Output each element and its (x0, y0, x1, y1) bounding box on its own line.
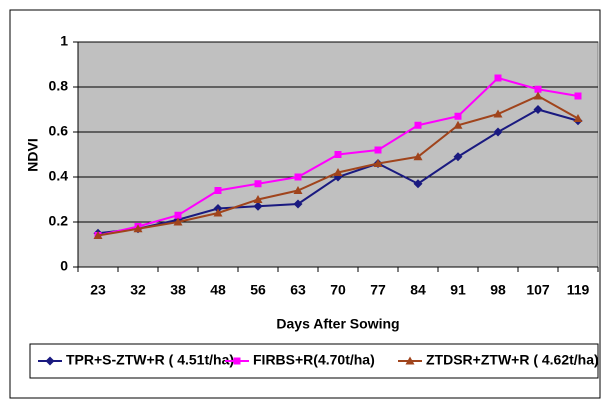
marker (254, 180, 262, 188)
marker (334, 151, 342, 158)
y-tick-label: 0 (60, 258, 68, 274)
marker (494, 74, 502, 82)
marker (533, 91, 543, 100)
x-tick-label: 107 (526, 282, 550, 298)
y-tick-label: 0.2 (49, 213, 69, 229)
marker (453, 152, 463, 162)
y-tick-label: 0.8 (49, 78, 69, 94)
marker (493, 109, 503, 118)
x-tick-label: 91 (450, 282, 466, 298)
marker (533, 105, 543, 114)
legend-label: TPR+S-ZTW+R ( 4.51t/ha) (66, 352, 234, 368)
marker (413, 152, 423, 161)
marker (573, 114, 583, 122)
marker (214, 187, 222, 194)
marker (213, 208, 223, 217)
x-axis-label: Days After Sowing (276, 316, 399, 332)
x-tick-label: 63 (290, 282, 306, 298)
marker (414, 121, 422, 129)
marker (333, 168, 343, 176)
marker (45, 356, 55, 366)
x-tick-label: 77 (370, 282, 386, 298)
marker (93, 231, 103, 239)
legend-label: FIRBS+R(4.70t/ha) (253, 352, 375, 368)
x-tick-label: 38 (170, 282, 186, 298)
marker (534, 85, 542, 93)
marker (413, 179, 423, 189)
x-tick-label: 84 (410, 282, 426, 298)
y-tick-label: 1 (60, 33, 68, 49)
x-tick-label: 70 (330, 282, 346, 298)
marker (454, 112, 462, 120)
marker (293, 186, 303, 194)
marker (493, 127, 503, 137)
x-tick-label: 32 (130, 282, 146, 298)
x-tick-label: 119 (567, 282, 590, 298)
marker (233, 357, 241, 365)
marker (173, 217, 183, 226)
x-tick-label: 23 (90, 282, 106, 298)
x-tick-label: 48 (210, 282, 226, 298)
marker (174, 211, 182, 219)
marker (574, 92, 582, 100)
marker (253, 201, 263, 211)
marker (293, 199, 303, 209)
marker (405, 356, 415, 365)
y-axis-label: NDVI (25, 138, 41, 171)
y-tick-label: 0.4 (49, 168, 69, 184)
marker (133, 224, 143, 233)
y-tick-label: 0.6 (49, 123, 69, 139)
x-tick-label: 56 (250, 282, 266, 298)
marker (294, 173, 302, 181)
x-tick-label: 98 (490, 282, 506, 298)
marker (453, 120, 463, 129)
marker (374, 146, 382, 154)
legend-box (29, 343, 599, 379)
legend-label: ZTDSR+ZTW+R ( 4.62t/ha) (426, 352, 599, 368)
marker (373, 159, 383, 167)
marker (253, 195, 263, 203)
